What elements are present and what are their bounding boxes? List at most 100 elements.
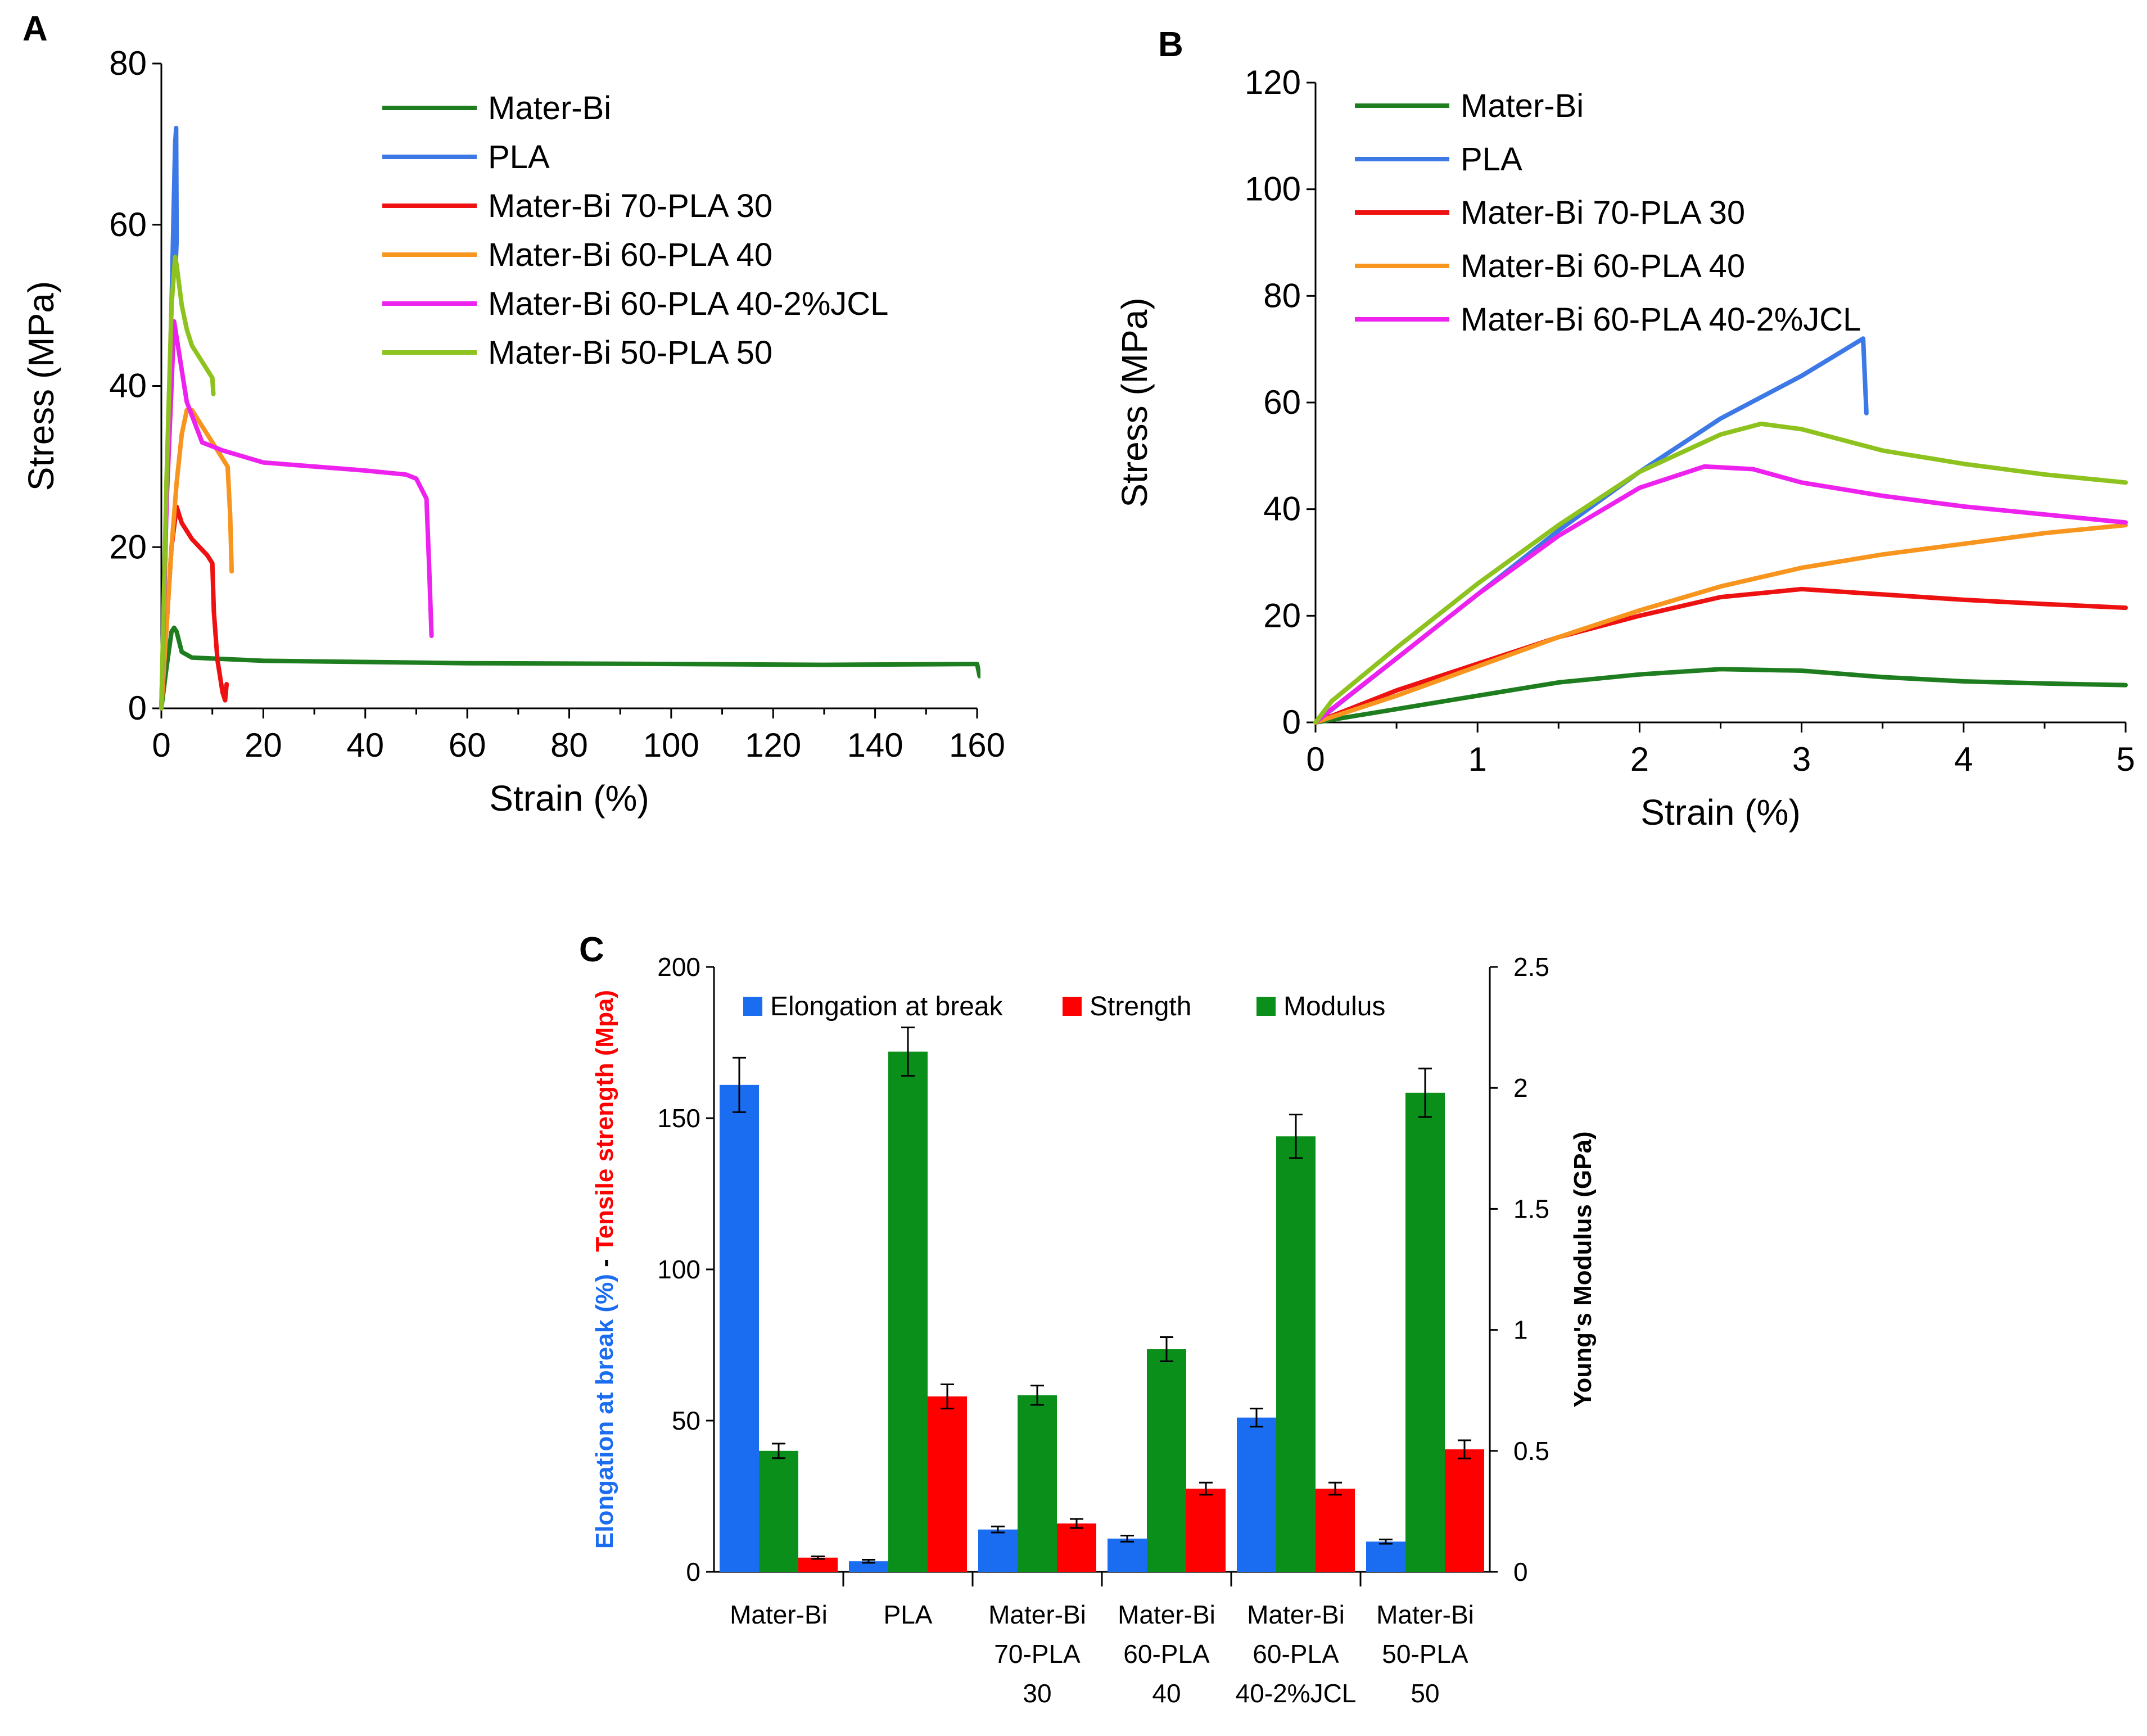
bar-strength: [1186, 1489, 1226, 1572]
y-tick-label: 40: [109, 367, 147, 405]
y-tick-label: 0: [1282, 703, 1301, 741]
legend-label-mater-bi-50-pla-50: Mater-Bi 50-PLA 50: [488, 334, 772, 371]
x-tick-label: 160: [949, 726, 1005, 764]
y-tick-label: 80: [1263, 277, 1301, 314]
x-tick-label: 140: [847, 726, 903, 764]
series-line-mater-bi-70-pla-30: [1313, 586, 2128, 725]
legend-label-mater-bi: Mater-Bi: [488, 90, 611, 126]
left-tick-label: 100: [657, 1255, 700, 1284]
x-tick-label: 1: [1468, 740, 1487, 778]
legend-label-elongation-at-break: Elongation at break: [770, 992, 1004, 1021]
y-tick-label: 60: [1263, 383, 1301, 421]
y-axis-label: Stress (MPa): [1114, 297, 1155, 507]
category-label: Mater-Bi: [1376, 1600, 1474, 1629]
bar-elongation-at-break: [1108, 1538, 1147, 1572]
legend-label-mater-bi-60-pla-40: Mater-Bi 60-PLA 40: [1461, 248, 1745, 284]
series-line-mater-bi-60-pla-40-2-jcl: [1313, 464, 2128, 725]
bar-elongation-at-break: [720, 1084, 759, 1572]
category-label: 30: [1023, 1679, 1051, 1708]
right-tick-label: 1: [1513, 1315, 1528, 1345]
right-tick-label: 2: [1513, 1073, 1528, 1102]
category-label: Mater-Bi: [1247, 1600, 1345, 1629]
series-line-mater-bi-60-pla-40: [1313, 523, 2128, 725]
left-y-axis-label-part: Tensile strength (Mpa): [591, 990, 618, 1252]
legend-label-pla: PLA: [488, 139, 550, 175]
bar-elongation-at-break: [1237, 1417, 1276, 1572]
y-tick-label: 80: [109, 44, 147, 82]
x-tick-label: 3: [1792, 740, 1811, 778]
category-label: 40: [1152, 1679, 1181, 1708]
left-tick-label: 50: [672, 1406, 700, 1435]
bar-elongation-at-break: [1366, 1541, 1405, 1572]
panel-a: A 0 20 40 60 80 0 20 40 60 80 100 120 140 160 Strain (%…: [21, 10, 1005, 819]
x-axis-label: Strain (%): [489, 778, 649, 819]
series-line-mater-bi: [159, 625, 980, 711]
right-y-axis-label: Young's Modulus (GPa): [1569, 1131, 1597, 1407]
category-label: 60-PLA: [1253, 1639, 1339, 1669]
legend-label-mater-bi-60-pla-40: Mater-Bi 60-PLA 40: [488, 237, 772, 273]
bar-strength: [1316, 1489, 1355, 1572]
left-y-axis-label-part: -: [591, 1252, 618, 1274]
y-axis-label: Stress (MPa): [21, 281, 61, 491]
y-tick-label: 120: [1245, 64, 1301, 101]
legend-label-mater-bi-70-pla-30: Mater-Bi 70-PLA 30: [1461, 195, 1745, 231]
bar-modulus: [1276, 1136, 1316, 1572]
x-tick-label: 4: [1954, 740, 1973, 778]
bar-strength: [798, 1557, 838, 1572]
left-tick-label: 0: [686, 1557, 700, 1586]
legend-label-mater-bi-60-pla-40-2-jcl: Mater-Bi 60-PLA 40-2%JCL: [1461, 301, 1861, 338]
legend-label-modulus: Modulus: [1283, 992, 1385, 1021]
bar-strength: [928, 1396, 967, 1572]
left-tick-label: 200: [657, 952, 700, 982]
y-tick-label: 100: [1245, 170, 1301, 208]
x-tick-label: 40: [346, 726, 384, 764]
panel-label: A: [22, 10, 48, 48]
category-label: Mater-Bi: [1118, 1600, 1215, 1629]
panel-label: B: [1158, 25, 1183, 64]
series-line-mater-bi: [1313, 667, 2128, 725]
legend-swatch-modulus: [1256, 997, 1276, 1016]
series-line-mater-bi-60-pla-40-2-jcl: [159, 319, 434, 711]
category-label: 40-2%JCL: [1236, 1679, 1357, 1708]
category-label: 50: [1411, 1679, 1439, 1708]
y-tick-label: 40: [1263, 490, 1301, 528]
x-tick-label: 100: [643, 726, 699, 764]
bar-modulus: [1018, 1395, 1057, 1572]
legend-label-mater-bi-60-pla-40-2-jcl: Mater-Bi 60-PLA 40-2%JCL: [488, 286, 888, 322]
legend-label-mater-bi-70-pla-30: Mater-Bi 70-PLA 30: [488, 188, 772, 224]
y-tick-label: 20: [1263, 596, 1301, 634]
x-tick-label: 0: [152, 726, 170, 764]
panel-c: C 0 50 100 150 200 0 0.5 1 1.5 2 2.5 Mater-Bi PLA Mate…: [579, 930, 1597, 1708]
bar-elongation-at-break: [978, 1529, 1018, 1572]
left-tick-label: 150: [657, 1104, 700, 1133]
x-tick-label: 0: [1306, 740, 1325, 778]
right-tick-label: 0: [1513, 1557, 1528, 1586]
legend-label-strength: Strength: [1090, 992, 1191, 1021]
left-y-axis-label: Elongation at break (%) - Tensile streng…: [591, 990, 618, 1549]
right-tick-label: 2.5: [1513, 952, 1549, 982]
x-tick-label: 60: [449, 726, 486, 764]
bar-modulus: [888, 1051, 928, 1572]
x-tick-label: 80: [550, 726, 588, 764]
category-label: Mater-Bi: [730, 1600, 828, 1629]
category-label: 70-PLA: [994, 1639, 1081, 1669]
series-line-mater-bi-50-pla-50: [159, 255, 216, 711]
x-tick-label: 120: [745, 726, 801, 764]
bar-strength: [1445, 1449, 1484, 1572]
bar-modulus: [759, 1450, 798, 1572]
legend-swatch-elongation-at-break: [743, 997, 762, 1016]
y-tick-label: 20: [109, 528, 147, 566]
bar-elongation-at-break: [849, 1561, 888, 1572]
bar-modulus: [1405, 1092, 1445, 1572]
y-tick-label: 60: [109, 206, 147, 243]
y-tick-label: 0: [128, 689, 147, 727]
right-tick-label: 1.5: [1513, 1194, 1549, 1223]
category-label: 50-PLA: [1382, 1639, 1468, 1669]
category-label: 60-PLA: [1123, 1639, 1210, 1669]
legend-swatch-strength: [1063, 997, 1082, 1016]
legend-label-pla: PLA: [1461, 141, 1522, 178]
bar-strength: [1057, 1523, 1096, 1572]
panel-label: C: [579, 930, 604, 969]
